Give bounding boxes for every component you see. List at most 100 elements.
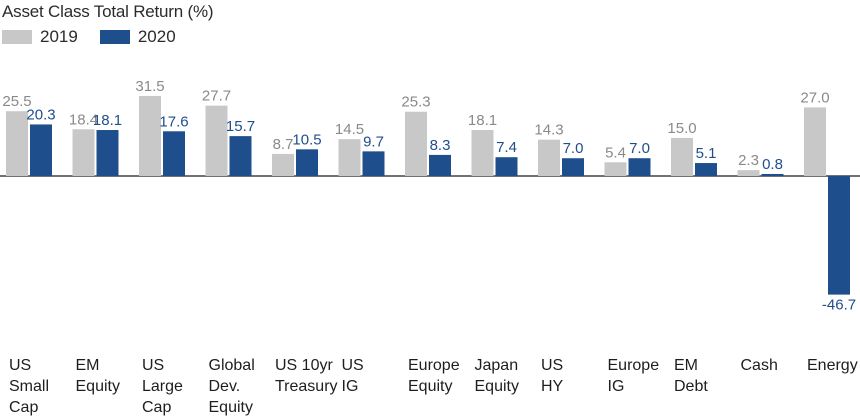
category-label-6: Europe Equity bbox=[408, 357, 460, 395]
value-label-2019-5: 14.5 bbox=[335, 121, 364, 138]
category-label-2: US Large Cap bbox=[142, 357, 183, 416]
bar-2019-5 bbox=[338, 139, 361, 176]
legend-label-2020: 2020 bbox=[137, 27, 176, 46]
value-label-2019-2: 31.5 bbox=[135, 78, 164, 95]
legend-swatch-2019 bbox=[2, 30, 32, 44]
category-label-line-9-0: Europe bbox=[608, 357, 660, 374]
bar-2019-7 bbox=[471, 130, 494, 176]
category-label-line-10-0: EM bbox=[674, 357, 698, 374]
value-label-2019-8: 14.3 bbox=[534, 122, 563, 139]
value-label-2019-9: 5.4 bbox=[605, 144, 626, 161]
category-label-line-2-0: US bbox=[142, 357, 164, 374]
value-label-2020-4: 10.5 bbox=[292, 131, 321, 148]
bar-2019-8 bbox=[538, 139, 560, 176]
bar-2020-6 bbox=[429, 154, 451, 176]
bar-2020-10 bbox=[695, 163, 717, 176]
bar-2019-9 bbox=[604, 162, 627, 176]
value-label-2020-5: 9.7 bbox=[363, 133, 384, 150]
category-label-line-12-0: Energy bbox=[807, 357, 858, 374]
value-label-2020-0: 20.3 bbox=[26, 106, 55, 123]
category-label-line-10-1: Debt bbox=[674, 378, 708, 395]
category-label-4: US 10yr Treasury bbox=[275, 357, 338, 395]
category-label-1: EM Equity bbox=[76, 357, 120, 395]
category-label-7: Japan Equity bbox=[475, 357, 519, 395]
value-label-2019-10: 15.0 bbox=[667, 120, 696, 137]
bar-2020-5 bbox=[362, 151, 385, 176]
category-label-line-1-0: EM bbox=[76, 357, 100, 374]
legend: 2019 2020 bbox=[2, 27, 198, 47]
bar-2020-11 bbox=[761, 173, 784, 176]
value-label-2020-11: 0.8 bbox=[762, 156, 783, 173]
value-label-2020-10: 5.1 bbox=[696, 145, 717, 162]
bar-2019-6 bbox=[405, 111, 427, 176]
bar-2019-12 bbox=[804, 107, 826, 176]
category-label-line-8-0: US bbox=[541, 357, 563, 374]
bar-2020-4 bbox=[296, 149, 318, 176]
bar-2019-1 bbox=[72, 129, 95, 176]
category-label-line-6-0: Europe bbox=[408, 357, 460, 374]
value-label-2020-6: 8.3 bbox=[430, 137, 451, 154]
category-label-line-1-1: Equity bbox=[76, 378, 120, 395]
category-label-line-8-1: HY bbox=[541, 378, 564, 395]
category-label-line-3-0: Global bbox=[209, 357, 255, 374]
bar-2019-2 bbox=[139, 95, 161, 176]
value-label-2020-1: 18.1 bbox=[93, 112, 122, 129]
value-label-2020-12: -46.7 bbox=[822, 297, 856, 314]
category-label-line-7-1: Equity bbox=[475, 378, 519, 395]
value-label-2020-8: 7.0 bbox=[563, 140, 584, 157]
category-label-line-3-1: Dev. bbox=[209, 378, 241, 395]
bar-2020-7 bbox=[495, 157, 518, 176]
value-label-2019-0: 25.5 bbox=[2, 93, 31, 110]
value-label-2020-9: 7.0 bbox=[629, 140, 650, 157]
value-label-2019-12: 27.0 bbox=[800, 89, 829, 106]
category-label-11: Cash bbox=[741, 357, 778, 374]
category-label-line-3-2: Equity bbox=[209, 399, 253, 416]
category-label-line-4-0: US 10yr bbox=[275, 357, 333, 374]
bar-2020-9 bbox=[628, 158, 651, 176]
legend-item-2019: 2019 bbox=[2, 27, 78, 47]
value-label-2019-3: 27.7 bbox=[202, 88, 231, 105]
value-label-2020-7: 7.4 bbox=[496, 139, 517, 156]
bar-2020-12 bbox=[828, 176, 850, 295]
value-label-2019-7: 18.1 bbox=[468, 112, 497, 129]
value-label-2020-2: 17.6 bbox=[159, 113, 188, 130]
category-label-line-6-1: Equity bbox=[408, 378, 452, 395]
value-label-2019-1: 18.4 bbox=[69, 111, 98, 128]
category-label-line-2-2: Cap bbox=[142, 399, 171, 416]
category-label-line-5-0: US bbox=[342, 357, 364, 374]
category-label-5: US IG bbox=[342, 357, 364, 395]
bar-2019-11 bbox=[737, 170, 760, 176]
legend-swatch-2020 bbox=[99, 30, 130, 44]
category-label-12: Energy bbox=[807, 357, 858, 374]
category-label-line-9-1: IG bbox=[608, 378, 625, 395]
bar-2020-3 bbox=[229, 136, 252, 176]
value-label-2019-6: 25.3 bbox=[401, 94, 430, 111]
category-label-3: Global Dev. Equity bbox=[209, 357, 255, 416]
category-label-0: US Small Cap bbox=[9, 357, 49, 416]
category-label-line-0-0: US bbox=[9, 357, 31, 374]
category-label-10: EM Debt bbox=[674, 357, 708, 395]
category-label-line-0-1: Small bbox=[9, 378, 49, 395]
category-label-line-0-2: Cap bbox=[9, 399, 38, 416]
category-label-8: US HY bbox=[541, 357, 564, 395]
category-label-line-5-1: IG bbox=[342, 378, 359, 395]
category-label-line-11-0: Cash bbox=[741, 357, 778, 374]
bar-2019-10 bbox=[671, 137, 693, 176]
bar-2019-3 bbox=[205, 105, 228, 176]
value-label-2020-3: 15.7 bbox=[226, 118, 255, 135]
value-label-2019-11: 2.3 bbox=[738, 152, 759, 169]
chart-title: Asset Class Total Return (%) bbox=[2, 2, 214, 21]
bar-2020-0 bbox=[30, 124, 52, 176]
category-label-line-7-0: Japan bbox=[475, 357, 519, 374]
bar-2019-4 bbox=[272, 153, 294, 176]
category-label-line-4-1: Treasury bbox=[275, 378, 338, 395]
legend-label-2019: 2019 bbox=[40, 27, 78, 46]
legend-item-2020: 2020 bbox=[99, 27, 176, 47]
value-label-2019-4: 8.7 bbox=[273, 136, 294, 153]
bar-2020-1 bbox=[96, 130, 119, 176]
bar-2020-2 bbox=[163, 131, 185, 176]
bar-2019-0 bbox=[6, 111, 28, 176]
category-label-line-2-1: Large bbox=[142, 378, 183, 395]
